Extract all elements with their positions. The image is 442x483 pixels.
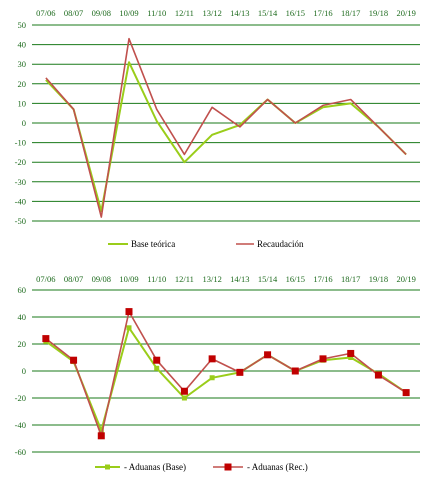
- data-point: [402, 389, 410, 397]
- x-tick-label: 19/18: [369, 274, 388, 284]
- data-point: [181, 395, 187, 401]
- y-tick-label: -20: [15, 157, 26, 167]
- y-tick-label: 30: [18, 59, 27, 69]
- x-tick-label: 15/14: [258, 274, 278, 284]
- data-point: [374, 371, 382, 379]
- y-tick-label: -60: [15, 447, 26, 457]
- y-tick-label: 0: [22, 366, 26, 376]
- data-point: [125, 308, 133, 316]
- data-point: [319, 355, 327, 363]
- series-line: [45, 310, 407, 437]
- y-tick-label: 20: [18, 339, 27, 349]
- data-point: [180, 387, 188, 395]
- y-tick-label: -50: [15, 216, 26, 226]
- data-point: [97, 432, 105, 440]
- x-tick-label: 20/19: [396, 8, 415, 18]
- data-point: [154, 365, 160, 371]
- y-tick-label: -10: [15, 138, 26, 148]
- x-tick-label: 17/16: [313, 8, 332, 18]
- x-tick-label: 19/18: [369, 8, 388, 18]
- y-tick-label: -40: [15, 420, 26, 430]
- legend-label: Recaudación: [257, 239, 304, 249]
- series-line: [45, 61, 407, 213]
- y-tick-label: 10: [18, 98, 27, 108]
- y-tick-label: 0: [22, 118, 26, 128]
- x-tick-label: 08/07: [64, 8, 83, 18]
- data-point: [236, 368, 244, 376]
- x-tick-label: 16/15: [286, 274, 305, 284]
- x-tick-label: 09/08: [92, 8, 111, 18]
- series-line: [45, 326, 407, 432]
- data-point: [126, 325, 132, 331]
- x-tick-label: 08/07: [64, 274, 83, 284]
- y-tick-label: 40: [18, 312, 27, 322]
- y-tick-label: 50: [18, 20, 27, 30]
- chart-1: -50 -40 -30 -20 -10 0 10 20 30 40 50 07/06 08/07 09/0…: [15, 8, 420, 249]
- x-tick-label: 16/15: [286, 8, 305, 18]
- series-line: [45, 37, 407, 218]
- y-tick-label: -20: [15, 393, 26, 403]
- chart-2: -60 -40 -20 0 20 40 60 07/06 08/07 09/08 10/09 11/1…: [15, 274, 420, 472]
- x-tick-label: 07/06: [36, 8, 55, 18]
- x-tick-label: 18/17: [341, 274, 360, 284]
- x-tick-label: 18/17: [341, 8, 360, 18]
- y-tick-label: 20: [18, 79, 27, 89]
- y-tick-label: 40: [18, 40, 27, 50]
- y-tick-label: -40: [15, 196, 26, 206]
- legend-label: - Aduanas (Base): [124, 462, 186, 472]
- x-tick-label: 09/08: [92, 274, 111, 284]
- data-point: [348, 355, 354, 360]
- data-point: [70, 356, 78, 364]
- x-tick-label: 11/10: [147, 8, 166, 18]
- x-tick-label: 12/11: [175, 274, 194, 284]
- data-point: [291, 367, 299, 375]
- x-tick-label: 14/13: [230, 8, 249, 18]
- data-point: [347, 349, 355, 357]
- x-tick-label: 12/11: [175, 8, 194, 18]
- data-point: [153, 356, 161, 364]
- legend-label: - Aduanas (Rec.): [247, 462, 308, 472]
- x-tick-label: 07/06: [36, 274, 55, 284]
- x-tick-label: 14/13: [230, 274, 249, 284]
- x-tick-label: 10/09: [119, 274, 138, 284]
- legend-marker: [105, 464, 110, 470]
- x-tick-label: 13/12: [202, 8, 221, 18]
- data-point: [98, 427, 104, 433]
- y-tick-label: -30: [15, 177, 26, 187]
- x-tick-label: 11/10: [147, 274, 166, 284]
- data-point: [264, 351, 272, 359]
- legend-label: Base teórica: [131, 239, 175, 249]
- x-tick-label: 17/16: [313, 274, 332, 284]
- data-point: [42, 335, 50, 343]
- x-tick-label: 13/12: [202, 274, 221, 284]
- x-tick-label: 20/19: [396, 274, 415, 284]
- x-tick-label: 10/09: [119, 8, 138, 18]
- data-point: [208, 355, 216, 363]
- legend-marker: [224, 463, 232, 471]
- data-point: [209, 375, 215, 381]
- y-tick-label: 60: [18, 285, 27, 295]
- x-tick-label: 15/14: [258, 8, 278, 18]
